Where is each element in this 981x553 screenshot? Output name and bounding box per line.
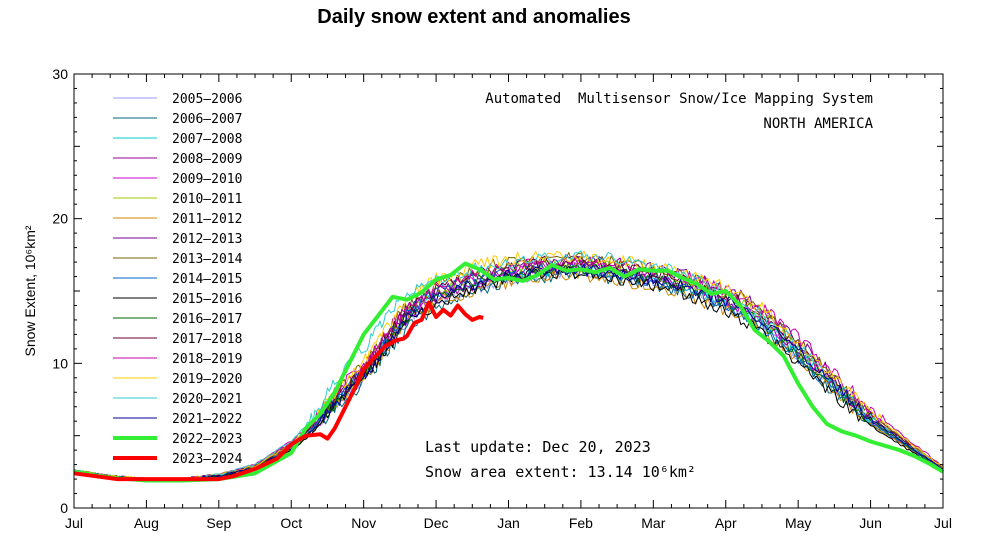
y-tick-label: 0 — [60, 500, 68, 516]
legend-label: 2018–2019 — [172, 352, 242, 367]
series-line-2021-2022 — [73, 263, 944, 481]
x-tick-label: Jul — [934, 515, 952, 531]
x-tick-label: Sep — [206, 515, 231, 531]
series-line-2023-2024 — [73, 300, 484, 482]
legend-label: 2008–2009 — [172, 152, 242, 167]
y-tick-label: 10 — [52, 355, 68, 371]
x-tick-label: Feb — [569, 515, 593, 531]
x-tick-label: Dec — [424, 515, 449, 531]
region-annotation: NORTH AMERICA — [763, 116, 873, 132]
x-tick-label: Mar — [641, 515, 665, 531]
legend-label: 2021–2022 — [172, 412, 242, 427]
series-layer — [73, 250, 945, 483]
legend-label: 2017–2018 — [172, 332, 242, 347]
series-line-2022-2023 — [73, 261, 945, 483]
legend-label: 2006–2007 — [172, 112, 242, 127]
x-tick-label: Aug — [134, 515, 159, 531]
legend-label: 2011–2012 — [172, 212, 242, 227]
legend-label: 2019–2020 — [172, 372, 242, 387]
y-axis-label: Snow Extent, 10⁶km² — [22, 225, 38, 356]
legend-label: 2016–2017 — [172, 312, 242, 327]
last-update-annotation: Last update: Dec 20, 2023 — [425, 438, 651, 456]
series-line-2014-2015 — [73, 261, 944, 481]
legend-label: 2007–2008 — [172, 132, 242, 147]
legend-label: 2023–2024 — [172, 452, 243, 467]
x-tick-label: Jan — [497, 515, 520, 531]
legend-label: 2009–2010 — [172, 172, 242, 187]
legend: 2005–2006 2006–2007 2007–2008 2008–2009 2009… — [113, 92, 243, 467]
x-tick-label: Jul — [65, 515, 83, 531]
legend-label: 2020–2021 — [172, 392, 242, 407]
axis-layer: Jul Aug Sep Oct Nov Dec Jan Feb Mar Apr May Jun Jul0… — [52, 66, 952, 531]
chart-title: Daily snow extent and anomalies — [317, 6, 631, 28]
x-tick-label: Oct — [280, 515, 302, 531]
legend-label: 2022–2023 — [172, 432, 242, 447]
legend-label: 2005–2006 — [172, 92, 242, 107]
area-extent-annotation: Snow area extent: 13.14 10⁶km² — [425, 463, 696, 481]
legend-label: 2014–2015 — [172, 272, 242, 287]
x-tick-label: Jun — [859, 515, 882, 531]
y-tick-label: 20 — [52, 211, 68, 227]
legend-label: 2015–2016 — [172, 292, 242, 307]
x-tick-label: May — [785, 515, 811, 531]
system-annotation: Automated Multisensor Snow/Ice Mapping S… — [485, 91, 873, 107]
legend-label: 2013–2014 — [172, 252, 243, 267]
legend-label: 2012–2013 — [172, 232, 242, 247]
legend-label: 2010–2011 — [172, 192, 242, 207]
x-tick-label: Apr — [715, 515, 737, 531]
y-tick-label: 30 — [52, 66, 68, 82]
x-tick-label: Nov — [351, 515, 376, 531]
